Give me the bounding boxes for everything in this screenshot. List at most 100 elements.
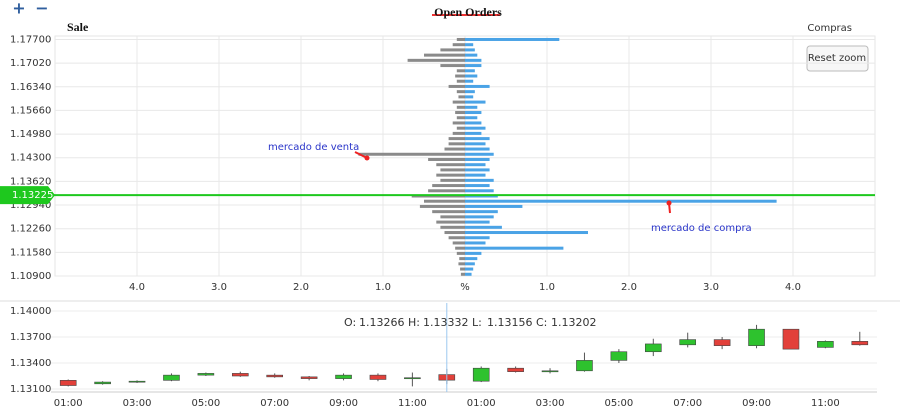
candle-body [748,328,765,346]
y-tick-label: 1.14300 [10,153,51,164]
order-bar [440,225,465,229]
annotation-arrow-head [666,200,672,206]
y-tick-label: 1.15660 [10,105,51,116]
y-tick-label: 1.13100 [10,384,51,395]
order-bar [465,257,478,261]
current-price-label: 1.13225 [12,190,53,201]
x-tick-label: 4.0 [129,282,145,293]
order-bar [358,152,465,156]
order-bar [452,131,465,135]
order-bar [465,215,494,219]
candle-body [94,381,111,385]
candle-body [576,360,593,372]
order-bar [465,100,486,104]
y-tick-label: 1.14000 [10,306,51,317]
x-tick-label: 3.0 [211,282,227,293]
order-bar [452,43,465,47]
annotation: mercado de venta [268,142,359,153]
candle-body [197,373,215,376]
order-bar [440,168,465,172]
order-bar [459,257,465,261]
candle-body [472,367,490,382]
x-tick-label: 05:00 [191,398,220,409]
order-bar [465,163,486,167]
price-badge [0,186,55,205]
order-bar [465,246,564,250]
order-bar [465,147,490,151]
order-bar [456,79,465,83]
x-tick-label: 11:00 [398,398,427,409]
x-tick-label: 03:00 [123,398,152,409]
x-tick-label: 01:00 [54,398,83,409]
order-bar [440,215,465,219]
order-bar [465,173,486,177]
y-tick-label: 1.17700 [10,34,51,45]
candle-body [782,328,800,350]
tooltip-value: 1.13266 [359,316,405,329]
y-tick-label: 1.13700 [10,332,51,343]
order-bar [465,189,494,193]
order-bar [424,199,465,203]
y-tick-label: 1.10900 [10,271,51,282]
tooltip-key: L: [472,316,482,329]
order-bar [465,74,478,78]
order-bar [456,126,465,130]
candle-body [541,370,559,373]
order-bar [465,79,474,83]
order-bar [465,267,474,271]
zoom-out[interactable]: − [35,0,48,18]
button-label[interactable]: Reset zoom [808,53,866,64]
order-bar [465,64,482,68]
candle-body [817,341,834,348]
candle-body [369,374,387,380]
x-tick-label: 03:00 [536,398,565,409]
order-bar [465,204,523,208]
order-bar [444,147,465,151]
order-bar [465,236,490,240]
x-tick-label: 2.0 [293,282,309,293]
order-bar [465,251,482,255]
x-tick-label: % [460,282,470,293]
order-bar [452,241,465,245]
order-bar [465,53,478,57]
order-bar [465,152,494,156]
order-bar [455,246,465,250]
order-bar [436,163,465,167]
order-bar [465,178,494,182]
order-bar [456,69,465,73]
y-tick-label: 1.11580 [10,247,51,258]
order-bar [465,157,490,161]
order-bar [440,64,465,68]
order-bar [465,105,478,109]
order-bar [407,58,465,62]
candle-body [335,374,352,379]
x-tick-label: 07:00 [260,398,289,409]
order-bar [465,58,482,62]
y-tick-label: 1.14980 [10,129,51,140]
order-bar [456,105,465,109]
y-tick-label: 1.13400 [10,358,51,369]
candle-body [679,339,697,346]
annotation: mercado de compra [651,223,752,234]
order-bar [432,184,465,188]
x-tick-label: 01:00 [467,398,496,409]
order-bar [455,74,465,78]
order-bar [465,137,490,141]
legend-label: Sale [67,20,89,34]
order-bar [460,272,465,276]
order-bar [465,131,482,135]
y-tick-label: 1.12260 [10,224,51,235]
order-bar [458,262,465,266]
order-bar [465,210,498,214]
candle-body [231,373,249,377]
order-bar [440,178,465,182]
order-bar [465,184,490,188]
order-bar [456,37,465,41]
candle-body [851,341,869,346]
reset-zoom-button[interactable]: Reset zoom [806,45,869,72]
zoom-in[interactable]: + [12,0,25,18]
order-bar [465,220,490,224]
button[interactable] [806,45,869,72]
x-tick-label: 4.0 [785,282,801,293]
